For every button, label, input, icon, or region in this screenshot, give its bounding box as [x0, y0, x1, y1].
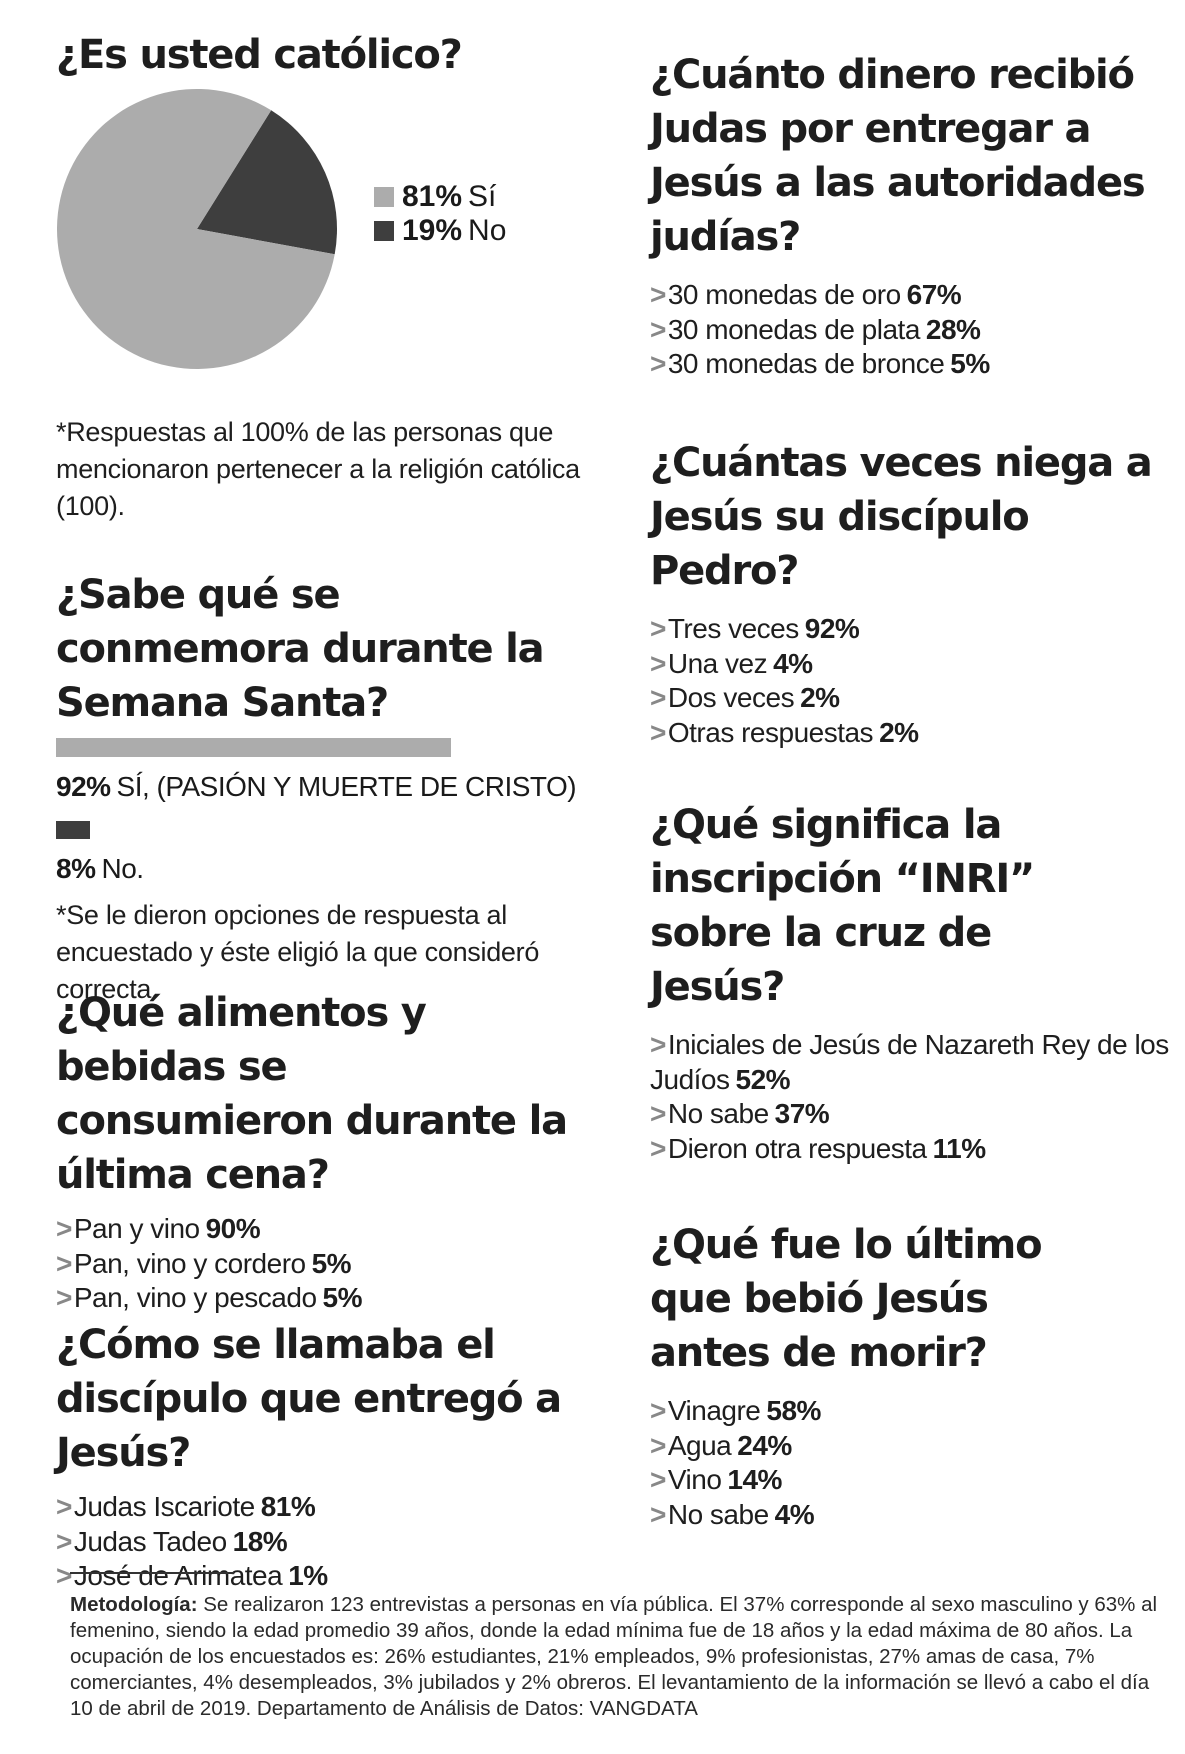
pie-slice-si — [57, 88, 335, 369]
list-item: >30 monedas de oro 67% — [650, 279, 962, 310]
list-item: >Iniciales de Jesús de Nazareth Rey de l… — [650, 1029, 1169, 1095]
bar-si — [56, 738, 451, 757]
bar-label-si: 92% SÍ, (PASIÓN Y MUERTE DE CRISTO) — [56, 769, 616, 805]
list-item: >Judas Iscariote 81% — [56, 1491, 316, 1522]
methodology-text: Se realizaron 123 entrevistas a personas… — [70, 1593, 1158, 1720]
list-item: >Una vez 4% — [650, 647, 813, 679]
list-item: >José de Arimatea 1% — [56, 1560, 328, 1591]
bar-text: SÍ, (PASIÓN Y MUERTE DE CRISTO) — [116, 771, 577, 802]
legend-item-si: 81% Sí — [374, 180, 614, 214]
list-item: >Dos veces 2% — [650, 682, 840, 713]
question-title: ¿Cuántas veces niega a Jesús su discípul… — [650, 440, 1153, 594]
legend-swatch-si — [374, 187, 394, 207]
list-item: >Agua 24% — [650, 1429, 792, 1461]
divider — [70, 1572, 234, 1574]
bar-pct: 8% — [56, 853, 96, 884]
answer-list: >Tres veces 92% >Una vez 4% >Dos veces 2% >… — [650, 612, 1170, 750]
question-title: ¿Cuánto dinero recibió Judas por entrega… — [650, 52, 1146, 260]
pie-legend: 81% Sí 19% No — [374, 180, 614, 248]
list-item: >Pan, vino y cordero 5% — [56, 1247, 352, 1279]
question-discipulo: ¿Cómo se llamaba el discípulo que entreg… — [56, 1318, 616, 1594]
list-item: >Judas Tadeo 18% — [56, 1525, 288, 1557]
legend-label: Sí — [468, 180, 497, 213]
list-item: >No sabe 4% — [650, 1498, 815, 1530]
list-item: >Pan y vino 90% — [56, 1213, 261, 1244]
list-item: >No sabe 37% — [650, 1098, 830, 1129]
question-bebio: ¿Qué fue lo último que bebió Jesús antes… — [650, 1218, 1170, 1532]
pie-chart — [57, 88, 338, 369]
answer-list: >Judas Iscariote 81% >Judas Tadeo 18% >Jos… — [56, 1490, 616, 1594]
answer-list: >Iniciales de Jesús de Nazareth Rey de l… — [650, 1028, 1170, 1166]
footnote: *Se le dieron opciones de respuesta al e… — [56, 900, 540, 1004]
list-item: >Pan, vino y pescado 5% — [56, 1282, 363, 1313]
question-title: ¿Es usted católico? — [56, 32, 463, 78]
question-pedro: ¿Cuántas veces niega a Jesús su discípul… — [650, 436, 1170, 750]
question-semana-santa: ¿Sabe qué se conmemora durante la Semana… — [56, 568, 616, 1008]
answer-list: >Vinagre 58% >Agua 24% >Vino 14% >No sabe 4% — [650, 1394, 1170, 1532]
question-catolico: ¿Es usted católico? — [56, 28, 616, 82]
question-alimentos: ¿Qué alimentos y bebidas se consumieron … — [56, 986, 616, 1316]
legend-label: No — [468, 214, 507, 247]
bar-pct: 92% — [56, 771, 111, 802]
legend-pct: 19% — [402, 214, 463, 247]
list-item: >Vino 14% — [650, 1464, 782, 1495]
question-title: ¿Cómo se llamaba el discípulo que entreg… — [56, 1322, 562, 1476]
list-item: >30 monedas de plata 28% — [650, 313, 981, 345]
note-catolico: *Respuestas al 100% de las personas que … — [56, 414, 606, 525]
question-title: ¿Qué significa la inscripción “INRI” sob… — [650, 802, 1035, 1010]
list-item: >Otras respuestas 2% — [650, 716, 919, 748]
question-title: ¿Qué alimentos y bebidas se consumieron … — [56, 990, 568, 1198]
list-item: >Tres veces 92% — [650, 613, 860, 644]
list-item: >30 monedas de bronce 5% — [650, 348, 990, 379]
bar-no — [56, 821, 90, 839]
legend-item-no: 19% No — [374, 214, 614, 248]
question-title: ¿Qué fue lo último que bebió Jesús antes… — [650, 1222, 1043, 1376]
bar-text: No. — [101, 853, 144, 884]
list-item: >Dieron otra respuesta 11% — [650, 1132, 986, 1164]
question-inri: ¿Qué significa la inscripción “INRI” sob… — [650, 798, 1170, 1166]
methodology-label: Metodología: — [70, 1593, 198, 1616]
pie-slice-no — [197, 110, 338, 255]
answer-list: >30 monedas de oro 67% >30 monedas de pla… — [650, 278, 1170, 382]
footnote: *Respuestas al 100% de las personas que … — [56, 417, 580, 521]
legend-pct: 81% — [402, 180, 463, 213]
answer-list: >Pan y vino 90% >Pan, vino y cordero 5% >P… — [56, 1212, 616, 1316]
methodology: Metodología: Se realizaron 123 entrevist… — [70, 1592, 1170, 1722]
list-item: >Vinagre 58% — [650, 1395, 821, 1426]
bar-label-no: 8% No. — [56, 851, 616, 887]
question-dinero: ¿Cuánto dinero recibió Judas por entrega… — [650, 48, 1170, 382]
question-title: ¿Sabe qué se conmemora durante la Semana… — [56, 572, 545, 726]
legend-swatch-no — [374, 221, 394, 241]
